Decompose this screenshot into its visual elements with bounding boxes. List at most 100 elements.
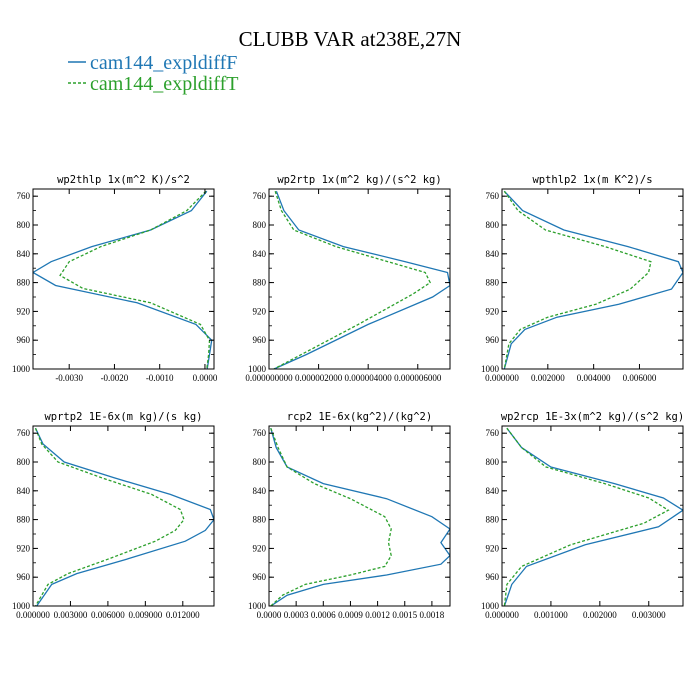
x-tick-label: -0.0010	[146, 373, 174, 383]
x-tick-label: 0.012000	[166, 610, 200, 620]
y-tick-label: 960	[253, 572, 267, 582]
x-tick-label: 0.0003	[284, 610, 309, 620]
x-tick-label: 0.000000	[16, 610, 50, 620]
series-line-0	[34, 427, 214, 606]
series-line-0	[33, 190, 213, 369]
panel-frame	[268, 425, 451, 607]
x-tick-label: 0.006000	[91, 610, 125, 620]
x-tick-label: 0.004000	[577, 373, 611, 383]
y-tick-label: 760	[17, 191, 31, 201]
y-tick-label: 1000	[481, 601, 500, 611]
x-tick-label: 0.001000	[534, 610, 568, 620]
y-tick-label: 920	[486, 543, 500, 553]
series-line-1	[503, 427, 670, 606]
series-line-0	[503, 427, 683, 606]
y-tick-label: 960	[17, 335, 31, 345]
x-tick-label: 0.000004000	[345, 373, 393, 383]
y-tick-label: 880	[253, 278, 267, 288]
figure-title: CLUBB VAR at238E,27N	[239, 27, 462, 51]
y-tick-label: 920	[253, 306, 267, 316]
y-tick-label: 1000	[12, 364, 31, 374]
panel-1: wp2rtp 1x(m^2 kg)/(s^2 kg) 760 800 840 880 92…	[245, 174, 451, 383]
y-tick-label: 960	[486, 572, 500, 582]
y-tick-label: 1000	[248, 601, 267, 611]
panel-5: wp2rcp 1E-3x(m^2 kg)/(s^2 kg)760 800 840 88…	[481, 411, 684, 620]
y-tick-label: 920	[17, 306, 31, 316]
series-line-0	[273, 190, 450, 369]
y-tick-label: 880	[17, 278, 31, 288]
y-tick-label: 960	[486, 335, 500, 345]
y-tick-label: 920	[17, 543, 31, 553]
panel-title: wp2thlp 1x(m^2 K)/s^2	[57, 174, 190, 186]
y-tick-label: 880	[253, 515, 267, 525]
x-tick-label: 0.002000	[531, 373, 565, 383]
panel-frame	[32, 188, 215, 370]
panels: wp2thlp 1x(m^2 K)/s^2 760 800 840 880 920 960 1…	[12, 174, 684, 620]
series-line-1	[270, 427, 392, 606]
x-tick-label: 0.0015	[392, 610, 417, 620]
panel-frame	[32, 425, 215, 607]
x-tick-label: 0.000006000	[394, 373, 442, 383]
x-tick-label: 0.000000	[485, 610, 519, 620]
y-tick-label: 880	[17, 515, 31, 525]
panel-title: wpthlp2 1x(m K^2)/s	[532, 174, 652, 186]
y-tick-label: 960	[17, 572, 31, 582]
y-tick-label: 1000	[12, 601, 31, 611]
y-tick-label: 760	[253, 191, 267, 201]
x-tick-label: 0.000002000	[295, 373, 343, 383]
series-line-1	[59, 190, 211, 369]
y-tick-label: 840	[253, 249, 267, 259]
y-tick-label: 1000	[248, 364, 267, 374]
y-tick-label: 920	[486, 306, 500, 316]
panel-3: wprtp2 1E-6x(m kg)/(s kg) 760 800 840 880 920…	[12, 411, 215, 620]
x-tick-label: 0.0012	[365, 610, 390, 620]
x-tick-label: 0.003000	[632, 610, 666, 620]
y-tick-label: 800	[17, 457, 31, 467]
y-tick-label: 760	[486, 428, 500, 438]
y-tick-label: 920	[253, 543, 267, 553]
y-tick-label: 840	[486, 249, 500, 259]
y-tick-label: 840	[486, 486, 500, 496]
legend-label-1: cam144_expldiffT	[90, 73, 238, 95]
x-tick-label: 0.0000	[257, 610, 282, 620]
x-tick-label: -0.0020	[101, 373, 129, 383]
y-tick-label: 800	[253, 220, 267, 230]
y-tick-label: 840	[17, 249, 31, 259]
y-tick-label: 880	[486, 515, 500, 525]
x-tick-label: 0.003000	[54, 610, 88, 620]
series-line-0	[270, 428, 450, 606]
x-tick-label: 0.0018	[420, 610, 445, 620]
panel-frame	[268, 188, 451, 370]
x-tick-label: 0.000000000	[245, 373, 293, 383]
x-tick-label: 0.0000	[193, 373, 218, 383]
x-tick-label: 0.0009	[338, 610, 363, 620]
y-tick-label: 760	[486, 191, 500, 201]
y-tick-label: 800	[17, 220, 31, 230]
series-line-1	[273, 191, 432, 369]
panel-2: wpthlp2 1x(m K^2)/s 760 800 840 880 920 960 100…	[481, 174, 684, 383]
x-tick-label: 0.009000	[128, 610, 162, 620]
y-tick-label: 800	[253, 457, 267, 467]
x-tick-label: 0.0006	[311, 610, 336, 620]
panel-frame	[501, 188, 684, 370]
series-line-1	[503, 190, 652, 369]
series-line-0	[503, 190, 683, 369]
legend: cam144_expldiffF cam144_expldiffT	[68, 52, 238, 95]
panel-4: rcp2 1E-6x(kg^2)/(kg^2) 760 800 840 880 920 96…	[248, 411, 451, 620]
panel-title: wp2rcp 1E-3x(m^2 kg)/(s^2 kg)	[501, 411, 684, 423]
x-tick-label: 0.006000	[623, 373, 657, 383]
panel-title: rcp2 1E-6x(kg^2)/(kg^2)	[287, 411, 432, 423]
x-tick-label: -0.0030	[55, 373, 83, 383]
y-tick-label: 840	[253, 486, 267, 496]
panel-0: wp2thlp 1x(m^2 K)/s^2 760 800 840 880 920 960 1…	[12, 174, 218, 383]
y-tick-label: 1000	[481, 364, 500, 374]
y-tick-label: 880	[486, 278, 500, 288]
panel-title: wprtp2 1E-6x(m kg)/(s kg)	[44, 411, 202, 423]
y-tick-label: 760	[253, 428, 267, 438]
x-tick-label: 0.002000	[583, 610, 617, 620]
y-tick-label: 960	[253, 335, 267, 345]
legend-label-0: cam144_expldiffF	[90, 52, 237, 74]
y-tick-label: 840	[17, 486, 31, 496]
y-tick-label: 800	[486, 220, 500, 230]
